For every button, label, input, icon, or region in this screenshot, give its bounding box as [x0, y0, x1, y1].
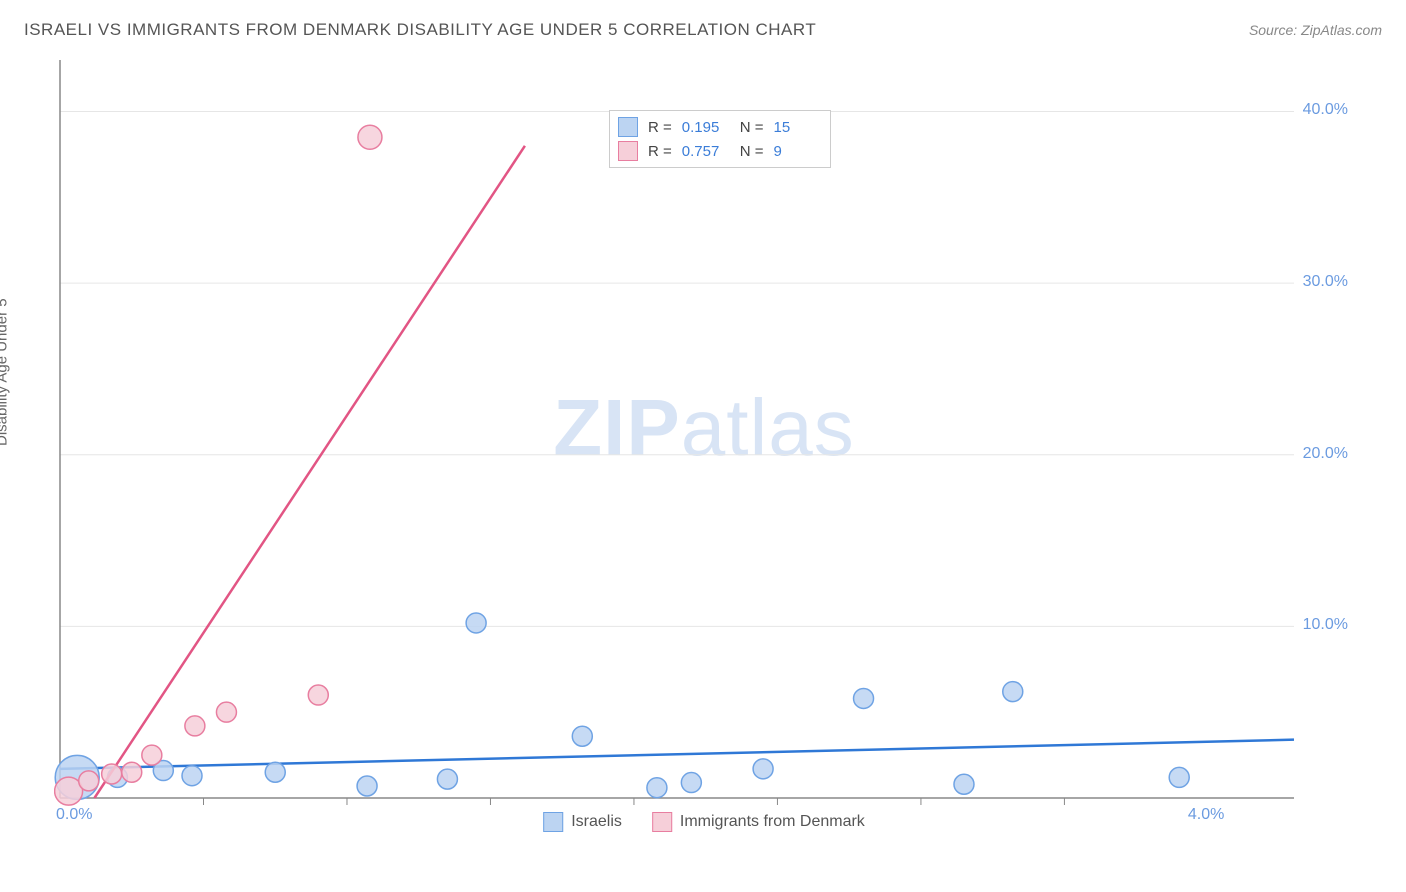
y-tick-label: 30.0%	[1303, 273, 1348, 291]
y-tick-label: 40.0%	[1303, 101, 1348, 119]
x-tick-label: 4.0%	[1188, 806, 1224, 824]
n-value: 9	[774, 143, 822, 160]
r-value: 0.757	[682, 143, 730, 160]
legend-label: Immigrants from Denmark	[680, 813, 865, 831]
r-value: 0.195	[682, 119, 730, 136]
x-tick-label: 0.0%	[56, 806, 92, 824]
legend-item-israelis: Israelis	[543, 812, 622, 832]
n-value: 15	[774, 119, 822, 136]
chart-header: ISRAELI VS IMMIGRANTS FROM DENMARK DISAB…	[24, 20, 1382, 40]
source-label: Source: ZipAtlas.com	[1249, 22, 1382, 38]
swatch-icon	[618, 117, 638, 137]
legend-item-denmark: Immigrants from Denmark	[652, 812, 865, 832]
legend-row-denmark: R = 0.757 N = 9	[618, 139, 822, 163]
correlation-legend: R = 0.195 N = 15 R = 0.757 N = 9	[609, 110, 831, 168]
scatter-plot	[54, 54, 1354, 834]
y-tick-label: 20.0%	[1303, 445, 1348, 463]
y-axis-label: Disability Age Under 5	[0, 298, 11, 446]
chart-title: ISRAELI VS IMMIGRANTS FROM DENMARK DISAB…	[24, 20, 816, 40]
legend-label: Israelis	[571, 813, 622, 831]
swatch-icon	[618, 141, 638, 161]
swatch-icon	[652, 812, 672, 832]
series-legend: Israelis Immigrants from Denmark	[543, 812, 865, 832]
y-tick-label: 10.0%	[1303, 616, 1348, 634]
swatch-icon	[543, 812, 563, 832]
legend-row-israelis: R = 0.195 N = 15	[618, 115, 822, 139]
chart-area: ZIPatlas R = 0.195 N = 15 R = 0.757 N = …	[54, 54, 1354, 834]
